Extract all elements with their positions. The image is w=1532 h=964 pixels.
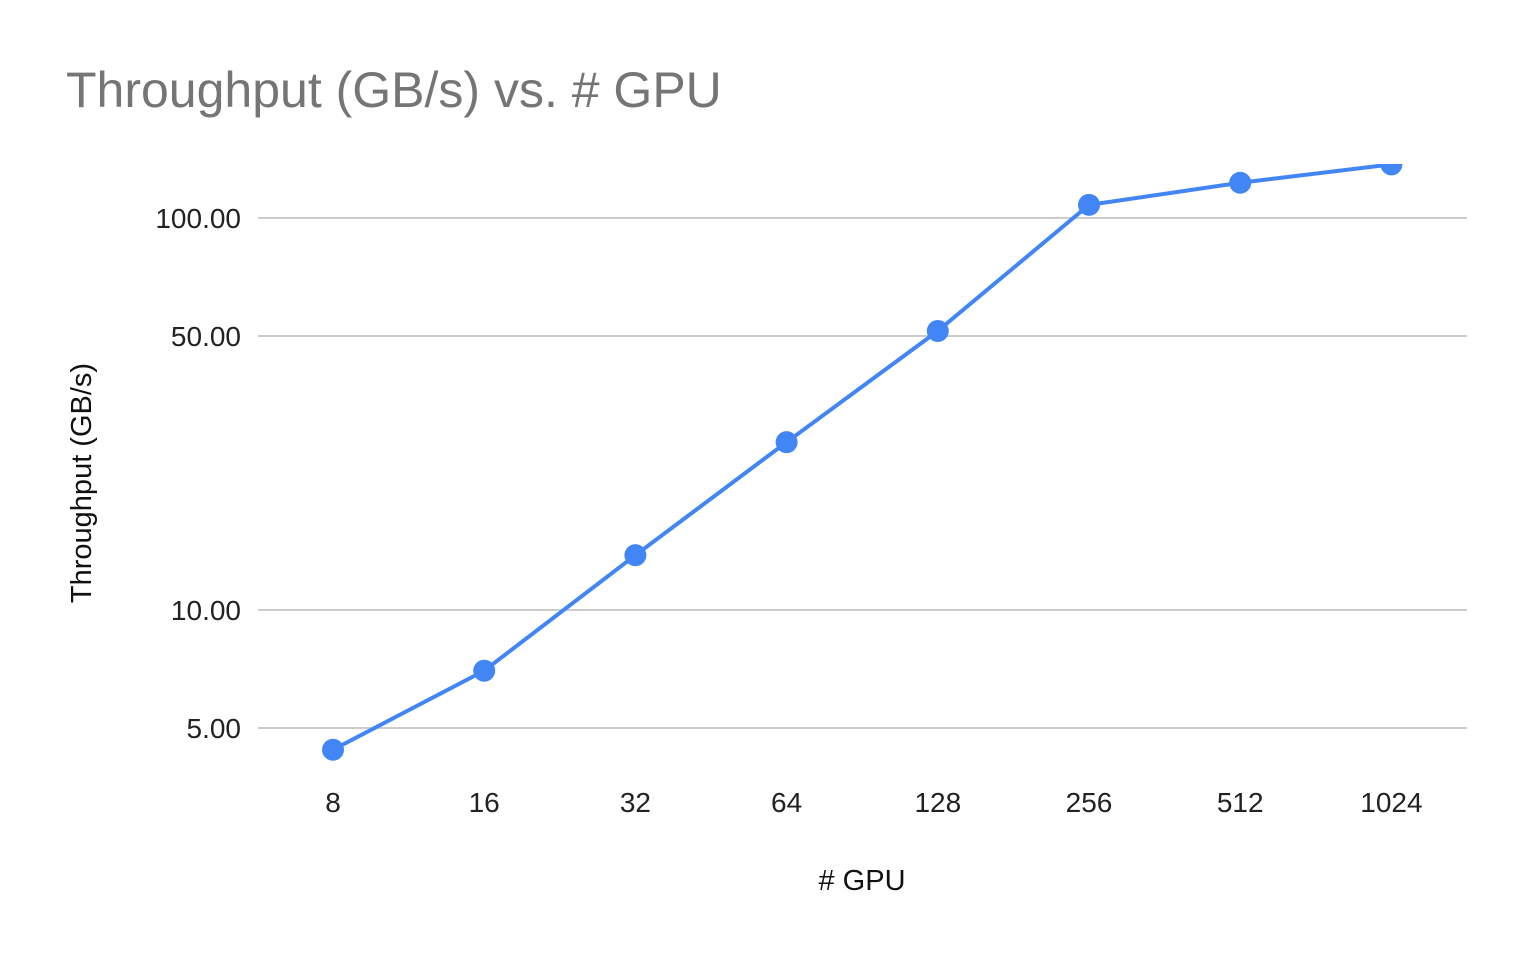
x-tick-label: 128 [914,787,961,818]
x-tick-label: 16 [469,787,500,818]
y-tick-label: 100.00 [155,203,241,234]
data-point [926,319,949,342]
x-axis-ticks: 8 16 32 64 128 256 512 1024 [325,787,1422,818]
y-tick-label: 50.00 [171,321,241,352]
x-tick-label: 64 [771,787,802,818]
x-tick-label: 512 [1217,787,1264,818]
x-axis-label: # GPU [818,865,905,897]
data-point [1078,193,1100,216]
series-line [331,164,1394,752]
x-tick-label: 256 [1066,787,1113,818]
y-axis-label: Throughput (GB/s) [66,363,98,603]
y-tick-label: 10.00 [171,595,241,626]
x-tick-label: 8 [325,787,341,818]
data-point [1229,171,1252,194]
chart-title: Throughput (GB/s) vs. # GPU [66,62,722,118]
y-axis-ticks: 5.00 10.00 50.00 100.00 [155,203,241,744]
series [322,164,1403,761]
data-point [322,738,344,761]
data-point [473,659,496,682]
x-tick-label: 1024 [1360,787,1422,818]
y-tick-label: 5.00 [187,713,242,744]
grid-lines [258,217,1467,730]
x-tick-label: 32 [620,787,651,818]
data-point [1380,164,1403,176]
data-point [624,544,647,567]
data-point [775,431,798,454]
